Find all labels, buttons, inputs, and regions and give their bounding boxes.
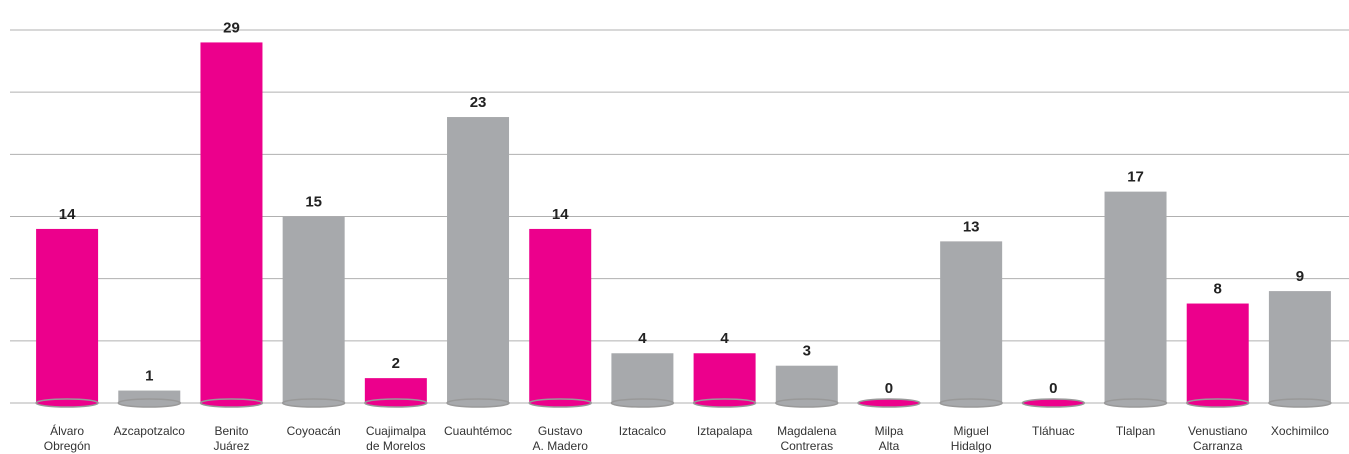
value-label: 13 bbox=[963, 218, 980, 235]
value-label: 14 bbox=[59, 206, 76, 223]
value-label: 0 bbox=[1049, 380, 1057, 397]
x-tick-label: Magdalena bbox=[777, 424, 837, 438]
x-tick-label: Azcapotzalco bbox=[114, 424, 186, 438]
x-tick-label: Contreras bbox=[780, 439, 833, 453]
value-label: 14 bbox=[552, 206, 569, 223]
x-tick-label: Álvaro bbox=[50, 423, 84, 438]
x-tick-label: Tláhuac bbox=[1032, 424, 1075, 438]
bar bbox=[447, 117, 510, 404]
value-label: 3 bbox=[803, 343, 811, 360]
x-tick-label: Juárez bbox=[213, 439, 249, 453]
x-tick-label: Cuauhtémoc bbox=[444, 424, 512, 438]
bar bbox=[940, 241, 1003, 403]
bar-base bbox=[939, 398, 1003, 408]
bar-base bbox=[528, 398, 592, 408]
bar-base bbox=[199, 398, 264, 408]
bar bbox=[529, 228, 592, 403]
x-tick-label: Hidalgo bbox=[951, 439, 992, 453]
bar bbox=[1104, 191, 1167, 403]
x-tick-label: Venustiano bbox=[1188, 424, 1248, 438]
bar-base bbox=[1268, 398, 1332, 408]
value-label: 1 bbox=[145, 368, 153, 385]
bar-base bbox=[692, 398, 757, 408]
value-label: 17 bbox=[1127, 169, 1144, 186]
value-label: 15 bbox=[305, 193, 322, 210]
x-tick-label: Alta bbox=[879, 439, 900, 453]
bar bbox=[611, 353, 674, 403]
value-label: 9 bbox=[1296, 268, 1304, 285]
x-tick-label: Coyoacán bbox=[287, 424, 341, 438]
x-tick-label: Cuajimalpa bbox=[366, 424, 426, 438]
x-tick-label: de Morelos bbox=[366, 439, 425, 453]
bar-base bbox=[610, 398, 675, 408]
value-label: 8 bbox=[1214, 281, 1222, 298]
bar bbox=[693, 353, 756, 403]
x-tick-label: Milpa bbox=[875, 424, 904, 438]
bar bbox=[1186, 303, 1249, 403]
bar-base bbox=[775, 398, 839, 408]
bar-base bbox=[1185, 398, 1250, 408]
x-tick-label: Iztacalco bbox=[619, 424, 667, 438]
bar-base bbox=[446, 398, 510, 408]
x-tick-label: Iztapalapa bbox=[697, 424, 753, 438]
x-tick-label: Benito bbox=[214, 424, 248, 438]
x-tick-label: A. Madero bbox=[533, 439, 589, 453]
value-label: 23 bbox=[470, 94, 487, 111]
bar-base bbox=[1021, 398, 1086, 408]
bar bbox=[1268, 291, 1331, 403]
bar-base bbox=[1103, 398, 1168, 408]
bar bbox=[775, 365, 838, 403]
bar bbox=[36, 228, 99, 403]
value-label: 4 bbox=[638, 330, 647, 347]
bar bbox=[282, 216, 345, 403]
bar bbox=[200, 42, 263, 403]
x-tick-label: Miguel bbox=[953, 424, 988, 438]
value-label: 29 bbox=[223, 19, 240, 36]
x-tick-label: Tlalpan bbox=[1116, 424, 1155, 438]
value-label: 0 bbox=[885, 380, 893, 397]
bar-base bbox=[281, 398, 346, 408]
x-tick-label: Carranza bbox=[1193, 439, 1243, 453]
value-label: 2 bbox=[392, 355, 400, 372]
x-tick-label: Xochimilco bbox=[1271, 424, 1329, 438]
value-label: 4 bbox=[720, 330, 729, 347]
bar-base bbox=[35, 398, 99, 408]
bar-base bbox=[364, 398, 428, 408]
x-tick-label: Obregón bbox=[44, 439, 91, 453]
bar-base bbox=[117, 398, 182, 408]
x-tick-label: Gustavo bbox=[538, 424, 583, 438]
bar-base bbox=[857, 398, 921, 408]
